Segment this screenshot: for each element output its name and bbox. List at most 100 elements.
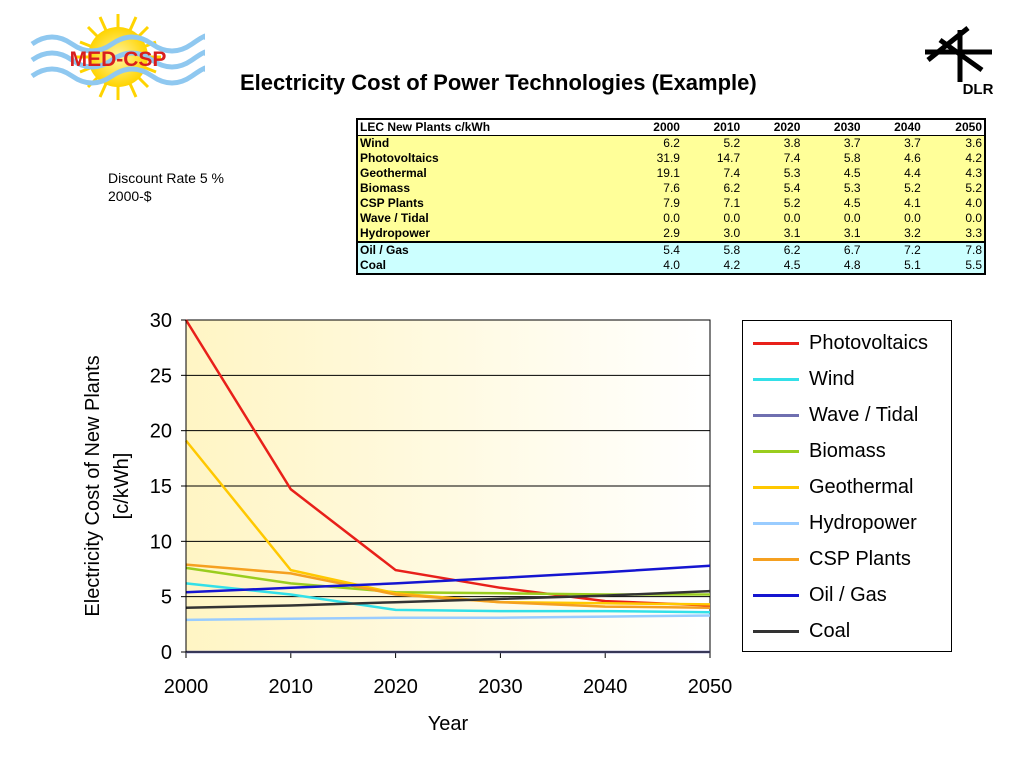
technology-name: Geothermal — [357, 166, 622, 181]
lec-value-cell: 5.8 — [802, 151, 863, 166]
x-tick-label: 2040 — [583, 676, 628, 698]
x-axis-label: Year — [428, 713, 469, 735]
lec-value-cell: 0.0 — [621, 211, 682, 226]
legend-item: Wave / Tidal — [753, 400, 918, 430]
lec-value-cell: 3.7 — [862, 135, 923, 151]
legend-swatch — [753, 485, 799, 489]
y-tick-label: 25 — [150, 365, 172, 387]
series-line-csp-plants — [185, 563, 711, 609]
lec-value-cell: 6.2 — [681, 181, 743, 196]
technology-name: Oil / Gas — [357, 241, 622, 258]
legend-swatch — [753, 449, 799, 453]
lec-value-cell: 31.9 — [621, 151, 682, 166]
series-line-oil-gas — [185, 564, 711, 594]
lec-table-row: CSP Plants 7.9 7.1 5.2 4.5 4.1 4.0 — [357, 196, 985, 211]
lec-value-cell: 4.6 — [862, 151, 923, 166]
lec-value-cell: 5.2 — [681, 135, 743, 151]
med-csp-logo: MED-CSP — [30, 14, 205, 100]
lec-table-row: Wave / Tidal 0.0 0.0 0.0 0.0 0.0 0.0 — [357, 211, 985, 226]
currency-basis-label: 2000-$ — [108, 188, 152, 204]
lec-value-cell: 19.1 — [621, 166, 682, 181]
lec-table-row: Wind 6.2 5.2 3.8 3.7 3.7 3.6 — [357, 135, 985, 151]
lec-value-cell: 7.8 — [922, 241, 985, 258]
x-tick-label: 2020 — [373, 676, 418, 698]
legend-swatch — [753, 521, 799, 525]
wave-lines-icon — [30, 33, 205, 86]
lec-value-cell: 4.5 — [742, 258, 803, 274]
lec-value-cell: 5.2 — [922, 181, 985, 196]
legend-swatch — [753, 377, 799, 381]
series-line-photovoltaics — [184, 319, 711, 607]
lec-value-cell: 3.0 — [681, 226, 743, 242]
lec-table-row: Photovoltaics 31.9 14.7 7.4 5.8 4.6 4.2 — [357, 151, 985, 166]
lec-table: LEC New Plants c/kWh 2000 2010 2020 2030… — [356, 118, 986, 275]
legend-item: Coal — [753, 616, 850, 646]
legend-item: Geothermal — [753, 472, 914, 502]
dlr-logo-text: DLR — [963, 81, 994, 98]
axis-ticks: 0 5 10 15 20 25 30 2000 2010 2020 2030 2040 2050 — [150, 310, 733, 698]
lec-value-cell: 3.6 — [922, 135, 985, 151]
lec-value-cell: 7.4 — [681, 166, 743, 181]
technology-name: Wind — [357, 135, 622, 151]
lec-value-cell: 4.5 — [802, 166, 863, 181]
x-tick-label: 2000 — [164, 676, 209, 698]
lec-value-cell: 4.2 — [922, 151, 985, 166]
lec-value-cell: 5.2 — [862, 181, 923, 196]
lec-table-row: Biomass 7.6 6.2 5.4 5.3 5.2 5.2 — [357, 181, 985, 196]
page-title: Electricity Cost of Power Technologies (… — [240, 70, 757, 95]
lec-value-cell: 4.1 — [862, 196, 923, 211]
discount-rate-label: Discount Rate 5 % — [108, 170, 224, 186]
lec-value-cell: 4.4 — [862, 166, 923, 181]
lec-value-cell: 6.2 — [621, 135, 682, 151]
legend-swatch — [753, 629, 799, 633]
lec-value-cell: 4.5 — [802, 196, 863, 211]
lec-table-header-row: LEC New Plants c/kWh 2000 2010 2020 2030… — [357, 119, 985, 136]
year-header: 2000 — [621, 119, 682, 136]
lec-value-cell: 5.8 — [681, 241, 743, 258]
year-header: 2040 — [862, 119, 923, 136]
technology-name: Biomass — [357, 181, 622, 196]
y-tick-label: 5 — [161, 587, 172, 609]
lec-table-title: LEC New Plants c/kWh — [357, 119, 622, 136]
lec-value-cell: 5.2 — [742, 196, 803, 211]
discount-note: Discount Rate 5 % 2000-$ — [108, 169, 224, 205]
lec-value-cell: 0.0 — [922, 211, 985, 226]
legend-item: Wind — [753, 364, 855, 394]
dlr-emblem-icon — [925, 26, 992, 82]
legend-swatch — [753, 341, 799, 345]
lec-table-row: Coal 4.0 4.2 4.5 4.8 5.1 5.5 — [357, 258, 985, 274]
legend-label: Wind — [809, 367, 855, 390]
lec-value-cell: 5.5 — [922, 258, 985, 274]
lec-value-cell: 4.2 — [681, 258, 743, 274]
lec-value-cell: 0.0 — [802, 211, 863, 226]
year-header: 2010 — [681, 119, 743, 136]
series-line-hydropower — [185, 614, 711, 622]
y-tick-label: 10 — [150, 531, 172, 553]
lec-value-cell: 3.2 — [862, 226, 923, 242]
y-tick-label: 0 — [161, 642, 172, 664]
technology-name: Coal — [357, 258, 622, 274]
lec-table-row: Hydropower 2.9 3.0 3.1 3.1 3.2 3.3 — [357, 226, 985, 242]
lec-value-cell: 4.0 — [922, 196, 985, 211]
x-tick-label: 2030 — [478, 676, 523, 698]
lec-value-cell: 7.1 — [681, 196, 743, 211]
med-csp-logo-text: MED-CSP — [70, 48, 167, 71]
series-line-wind — [185, 582, 711, 614]
lec-value-cell: 3.1 — [802, 226, 863, 242]
y-tick-label: 30 — [150, 310, 172, 332]
legend-swatch — [753, 557, 799, 561]
lec-table-row: Oil / Gas 5.4 5.8 6.2 6.7 7.2 7.8 — [357, 241, 985, 258]
legend-item: Photovoltaics — [753, 328, 928, 358]
y-axis-label-line1: Electricity Cost of New Plants — [82, 355, 104, 616]
lec-value-cell: 5.1 — [862, 258, 923, 274]
legend-item: Hydropower — [753, 508, 917, 538]
y-axis-label-line2: [c/kWh] — [111, 453, 133, 520]
x-tick-label: 2050 — [688, 676, 733, 698]
legend-label: Biomass — [809, 439, 886, 462]
legend-label: Hydropower — [809, 511, 917, 534]
chart-legend: Photovoltaics Wind Wave / Tidal Biomass Geot… — [742, 320, 952, 652]
lec-table-row: Geothermal 19.1 7.4 5.3 4.5 4.4 4.3 — [357, 166, 985, 181]
lec-value-cell: 6.2 — [742, 241, 803, 258]
lec-value-cell: 3.7 — [802, 135, 863, 151]
legend-label: Wave / Tidal — [809, 403, 919, 426]
